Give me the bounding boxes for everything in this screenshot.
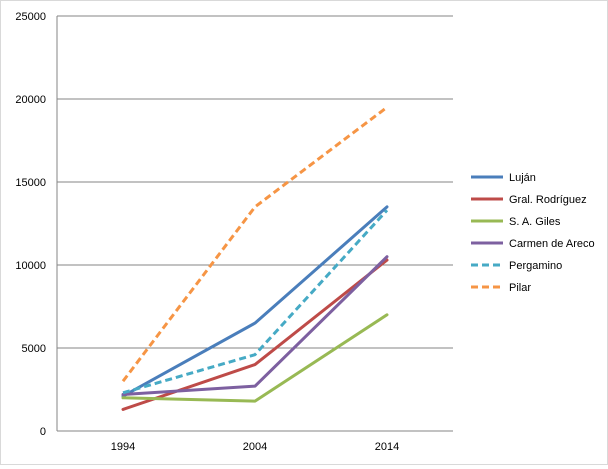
series-line-pergamino: [122, 209, 389, 395]
y-tick-label: 25000: [15, 11, 46, 23]
legend-label: Luján: [509, 172, 536, 184]
series-lines: [121, 106, 389, 411]
legend-label: Pilar: [509, 282, 531, 294]
series-line-carmen-de-areco: [121, 255, 389, 396]
y-tick-label: 0: [40, 426, 46, 438]
legend-label: Gral. Rodríguez: [509, 194, 587, 206]
axes: 0 5000 10000 15000 20000 25000 1994 2004 2014: [15, 11, 453, 453]
y-tick-label: 15000: [15, 177, 46, 189]
x-tick-label: 2014: [375, 441, 399, 453]
legend: Luján Gral. Rodríguez S. A. Giles Carmen de…: [471, 172, 595, 294]
y-tick-label: 10000: [15, 260, 46, 272]
series-line-luj-n: [121, 205, 389, 398]
legend-label: Pergamino: [509, 260, 562, 272]
gridlines: [57, 15, 453, 349]
x-tick-label: 2004: [243, 441, 267, 453]
y-tick-label: 5000: [22, 343, 46, 355]
x-tick-label: 1994: [111, 441, 135, 453]
series-line-pilar: [121, 106, 388, 383]
y-tick-label: 20000: [15, 94, 46, 106]
series-line-s-a-giles: [121, 313, 389, 403]
legend-label: S. A. Giles: [509, 216, 561, 228]
series-line-gral-rodr-guez: [121, 258, 389, 411]
legend-label: Carmen de Areco: [509, 238, 595, 250]
